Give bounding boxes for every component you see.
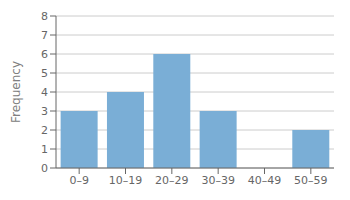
svg-text:8: 8 — [41, 10, 48, 23]
svg-text:2: 2 — [41, 124, 48, 137]
svg-text:7: 7 — [41, 29, 48, 42]
svg-text:10–19: 10–19 — [109, 174, 143, 187]
svg-text:0–9: 0–9 — [69, 174, 89, 187]
svg-text:3: 3 — [41, 105, 48, 118]
svg-text:40–49: 40–49 — [248, 174, 282, 187]
svg-text:4: 4 — [41, 86, 48, 99]
svg-text:1: 1 — [41, 143, 48, 156]
svg-text:0: 0 — [41, 162, 48, 175]
svg-text:20–29: 20–29 — [155, 174, 189, 187]
svg-text:30–39: 30–39 — [201, 174, 235, 187]
svg-text:6: 6 — [41, 48, 48, 61]
svg-text:Frequency: Frequency — [9, 61, 23, 123]
svg-text:5: 5 — [41, 67, 48, 80]
svg-text:50–59: 50–59 — [294, 174, 328, 187]
